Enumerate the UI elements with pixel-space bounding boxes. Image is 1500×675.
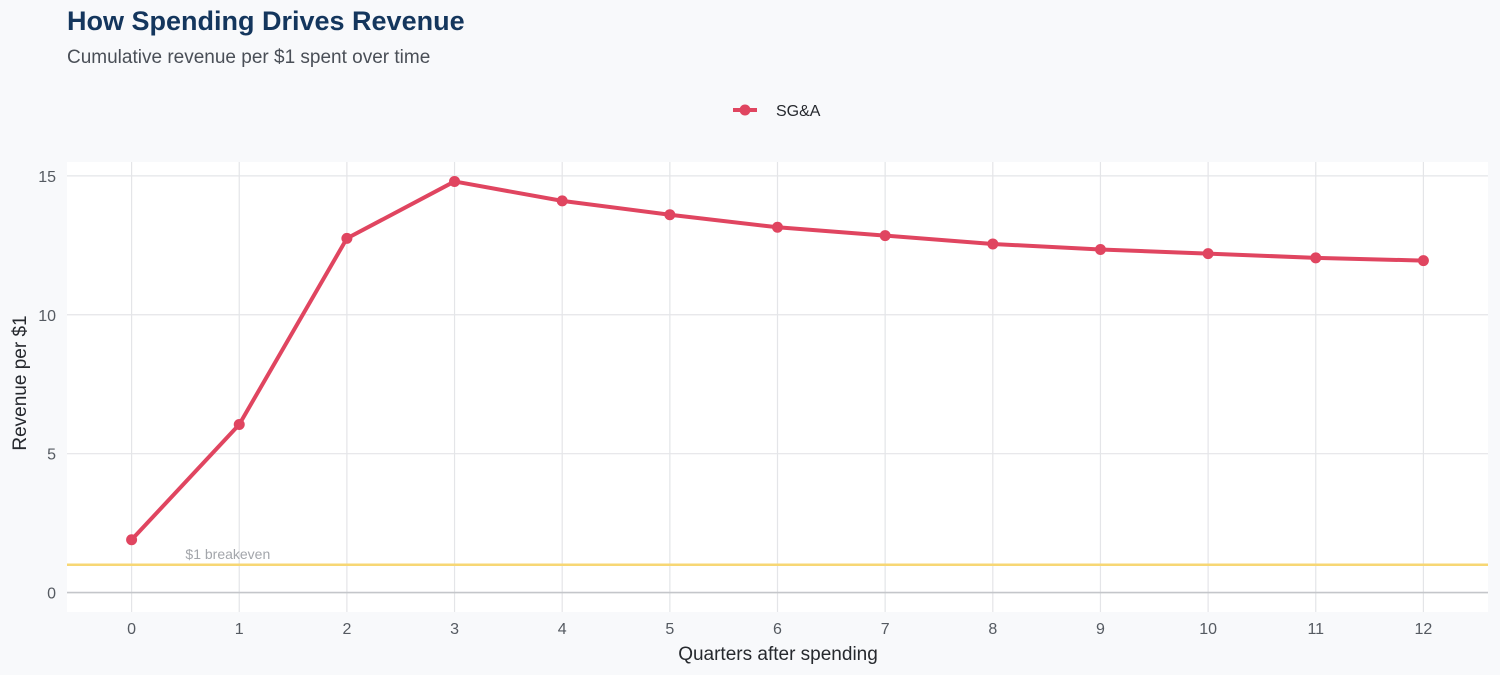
data-point [233,419,245,430]
x-tick-label: 3 [450,621,459,638]
data-point [1417,255,1429,267]
y-axis-title: Revenue per $1 [10,315,31,450]
x-tick-label: 2 [342,621,351,638]
x-tick-label: 7 [881,621,890,638]
x-tick-label: 1 [235,621,244,638]
x-tick-label: 4 [558,621,567,638]
data-point [879,230,891,242]
legend-marker-sga [739,104,751,116]
data-point [126,534,138,546]
x-tick-label: 0 [127,621,136,638]
chart-subtitle: Cumulative revenue per $1 spent over tim… [67,47,431,68]
legend-label-sga: SG&A [776,103,821,120]
chart-title: How Spending Drives Revenue [67,6,465,36]
x-tick-label: 8 [988,621,997,638]
x-tick-label: 6 [773,621,782,638]
breakeven-label: $1 breakeven [185,546,270,562]
x-tick-label: 12 [1415,621,1433,638]
x-tick-label: 5 [665,621,674,638]
data-point [772,221,783,233]
data-point [1202,248,1214,260]
y-tick-label: 10 [38,308,56,325]
y-tick-label: 15 [38,169,56,186]
data-point [987,238,999,250]
x-tick-label: 9 [1096,621,1105,638]
data-point [1094,244,1106,255]
legend: SG&A [733,103,821,120]
x-axis-title: Quarters after spending [678,644,878,665]
data-point [1310,252,1322,264]
data-point [449,175,461,187]
y-tick-label: 0 [47,586,56,603]
data-point [341,232,353,244]
x-tick-label: 10 [1199,621,1217,638]
data-point [664,209,676,221]
data-point [556,195,568,207]
y-tick-label: 5 [47,447,56,464]
x-tick-label: 11 [1307,621,1324,638]
